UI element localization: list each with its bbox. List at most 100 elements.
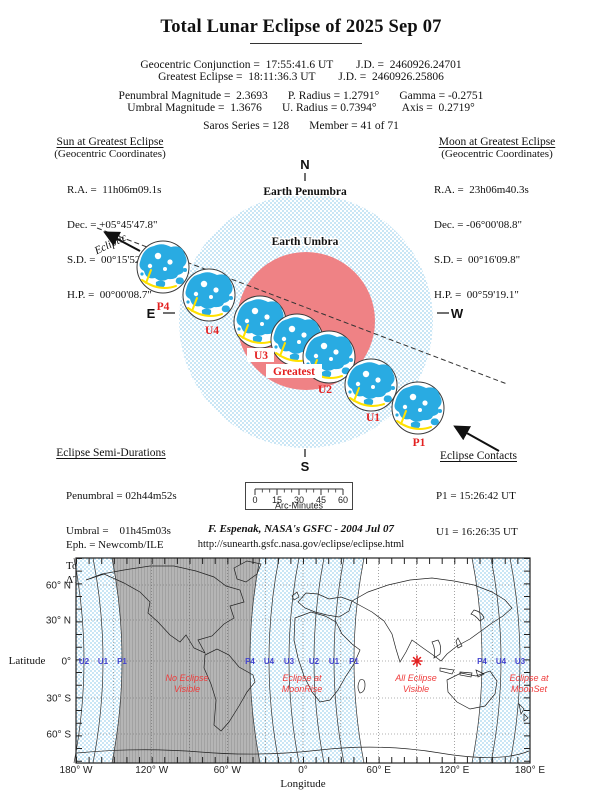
curve-label: U3 bbox=[515, 657, 526, 666]
curve-label: U4 bbox=[496, 657, 507, 666]
longitude-axis-label: Longitude bbox=[280, 778, 325, 790]
lon-tick-label: 60° E bbox=[366, 765, 391, 776]
lat-tick-label: 60° N bbox=[46, 581, 71, 592]
summary-line: Umbral Magnitude = 1.3676 U. Radius = 0.… bbox=[127, 102, 475, 114]
curve-label: U1 bbox=[329, 657, 340, 666]
summary-line: Saros Series = 128 Member = 41 of 71 bbox=[203, 120, 399, 132]
region-label: Visible bbox=[174, 684, 200, 694]
eclipse-url[interactable]: http://sunearth.gsfc.nasa.gov/eclipse/ec… bbox=[197, 539, 405, 550]
data-row: H.P. = 00°00'08.7" bbox=[67, 288, 152, 301]
region-label: Eclipse at bbox=[509, 673, 549, 683]
moon-u4 bbox=[182, 268, 236, 322]
compass-s: S bbox=[301, 459, 310, 474]
data-row: R.A. = 11h06m09.1s bbox=[67, 184, 162, 197]
scale-major-ticks bbox=[254, 489, 344, 495]
sun-block-subtitle: (Geocentric Coordinates) bbox=[54, 148, 166, 160]
arc-minutes-scale-bar: 0 15 30 45 60 Arc-Minutes bbox=[245, 482, 353, 510]
data-row: S.D. = 00°15'52.4" bbox=[67, 253, 154, 266]
region-label: MoonSet bbox=[511, 684, 548, 694]
credit-line: F. Espenak, NASA's GSFC - 2004 Jul 07 bbox=[208, 523, 394, 535]
latitude-tick-labels: 60° N 30° N 0° 30° S 60° S bbox=[46, 581, 71, 741]
curve-label: U4 bbox=[264, 657, 275, 666]
scale-unit-label: Arc-Minutes bbox=[275, 501, 324, 510]
curve-label: P4 bbox=[245, 657, 255, 666]
moon-approach-arrow bbox=[453, 425, 500, 452]
moon-label-greatest: Greatest bbox=[273, 366, 315, 378]
map-edge-ticks bbox=[76, 558, 530, 763]
curve-label: U3 bbox=[284, 657, 295, 666]
map-frame bbox=[75, 557, 531, 764]
region-label: All Eclipse bbox=[394, 673, 437, 683]
data-row: Umbral = 01h45m03s bbox=[66, 524, 171, 537]
latitude-axis-label: Latitude bbox=[9, 655, 46, 667]
lat-tick-label: 0° bbox=[61, 657, 71, 668]
curve-label: P1 bbox=[117, 657, 127, 666]
summary-line: Penumbral Magnitude = 2.3693 P. Radius =… bbox=[118, 90, 484, 102]
moon-label-u3: U3 bbox=[254, 350, 268, 362]
contacts-title: Eclipse Contacts bbox=[440, 450, 517, 462]
data-row: Dec. = +05°45'47.8" bbox=[67, 218, 158, 231]
moon-label-p1: P1 bbox=[413, 437, 426, 449]
region-label: MoonRise bbox=[282, 684, 323, 694]
moon-block-subtitle: (Geocentric Coordinates) bbox=[441, 148, 553, 160]
curve-label: P1 bbox=[349, 657, 359, 666]
page-title: Total Lunar Eclipse of 2025 Sep 07 bbox=[160, 17, 442, 37]
data-row: U1 = 16:26:35 UT bbox=[436, 525, 518, 538]
region-label: Eclipse at bbox=[282, 673, 322, 683]
moon-label-u2: U2 bbox=[318, 384, 332, 396]
eclipse-visibility-map: 60° N 30° N 0° 30° S 60° S Latitude 180°… bbox=[9, 557, 549, 790]
sun-block-title: Sun at Greatest Eclipse bbox=[56, 136, 164, 148]
data-row: Penumbral = 02h44m52s bbox=[66, 490, 177, 503]
semi-durations-title: Eclipse Semi-Durations bbox=[56, 447, 166, 459]
moon-label-p4: P4 bbox=[157, 301, 170, 313]
data-row: P1 = 15:26:42 UT bbox=[436, 490, 516, 503]
lon-tick-label: 120° E bbox=[439, 765, 469, 776]
lat-tick-label: 30° S bbox=[46, 694, 71, 705]
lon-tick-label: 180° W bbox=[60, 765, 93, 776]
earth-umbra-label: Earth Umbra bbox=[272, 236, 339, 248]
scale-tick-label: 60 bbox=[338, 495, 348, 505]
scale-bar-ruler: 0 15 30 45 60 Arc-Minutes bbox=[252, 488, 348, 510]
curve-label: U1 bbox=[98, 657, 109, 666]
data-row: S.D. = 00°16'09.8" bbox=[434, 253, 521, 266]
longitude-tick-labels: 180° W 120° W 60° W 0° 60° E 120° E 180°… bbox=[60, 765, 546, 776]
eclipse-geometry-diagram: Earth Penumbra Earth Umbra Ecliptic N S … bbox=[92, 157, 508, 474]
moon-label-u1: U1 bbox=[366, 412, 380, 424]
moon-label-u4: U4 bbox=[205, 325, 219, 337]
compass-n: N bbox=[300, 157, 309, 172]
lon-tick-label: 60° W bbox=[214, 765, 242, 776]
scale-tick-label: 30 bbox=[294, 495, 304, 505]
greatest-eclipse-star-icon bbox=[411, 655, 423, 667]
curve-label: U2 bbox=[309, 657, 320, 666]
visibility-region-labels: No Eclipse Visible Eclipse at MoonRise A… bbox=[165, 673, 549, 694]
equator-contact-curve-labels: U2 U1 P1 P4 U4 U3 U2 U1 P1 P4 U4 U3 bbox=[79, 657, 526, 666]
data-row: R.A. = 23h06m40.3s bbox=[434, 184, 529, 197]
ecliptic-direction-arrow bbox=[103, 231, 141, 252]
moon-p1 bbox=[391, 381, 445, 435]
sun-block-rows: R.A. = 11h06m09.1s Dec. = +05°45'47.8" S… bbox=[67, 162, 161, 324]
contact-curves bbox=[73, 557, 521, 764]
ephemeris-row: Eph. = Newcomb/ILE bbox=[66, 539, 164, 552]
moon-u1 bbox=[344, 358, 398, 412]
moon-block-title: Moon at Greatest Eclipse bbox=[438, 136, 556, 148]
lat-tick-label: 30° N bbox=[46, 616, 71, 627]
greatest-label-box bbox=[266, 364, 322, 378]
region-label: No Eclipse bbox=[165, 673, 208, 683]
curve-label: U2 bbox=[79, 657, 90, 666]
scale-tick-label: 0 bbox=[252, 495, 257, 505]
summary-line: Geocentric Conjunction = 17:55:41.6 UT J… bbox=[140, 59, 462, 71]
compass-w: W bbox=[451, 306, 464, 321]
region-label: Visible bbox=[403, 684, 429, 694]
moon-p4 bbox=[136, 240, 190, 294]
data-row: H.P. = 00°59'19.1" bbox=[434, 288, 519, 301]
moon-block-rows: R.A. = 23h06m40.3s Dec. = -06°00'08.8" S… bbox=[434, 162, 529, 324]
lon-tick-label: 0° bbox=[298, 765, 308, 776]
scale-minor-ticks bbox=[261, 489, 337, 493]
lat-tick-label: 60° S bbox=[46, 730, 71, 741]
contact-point-labels: P4 U4 U3 Greatest U2 U1 P1 bbox=[157, 301, 426, 449]
u3-label-box bbox=[247, 348, 274, 362]
lon-tick-label: 120° W bbox=[135, 765, 168, 776]
earth-penumbra-label: Earth Penumbra bbox=[263, 186, 347, 198]
scale-tick-label: 15 bbox=[272, 495, 282, 505]
